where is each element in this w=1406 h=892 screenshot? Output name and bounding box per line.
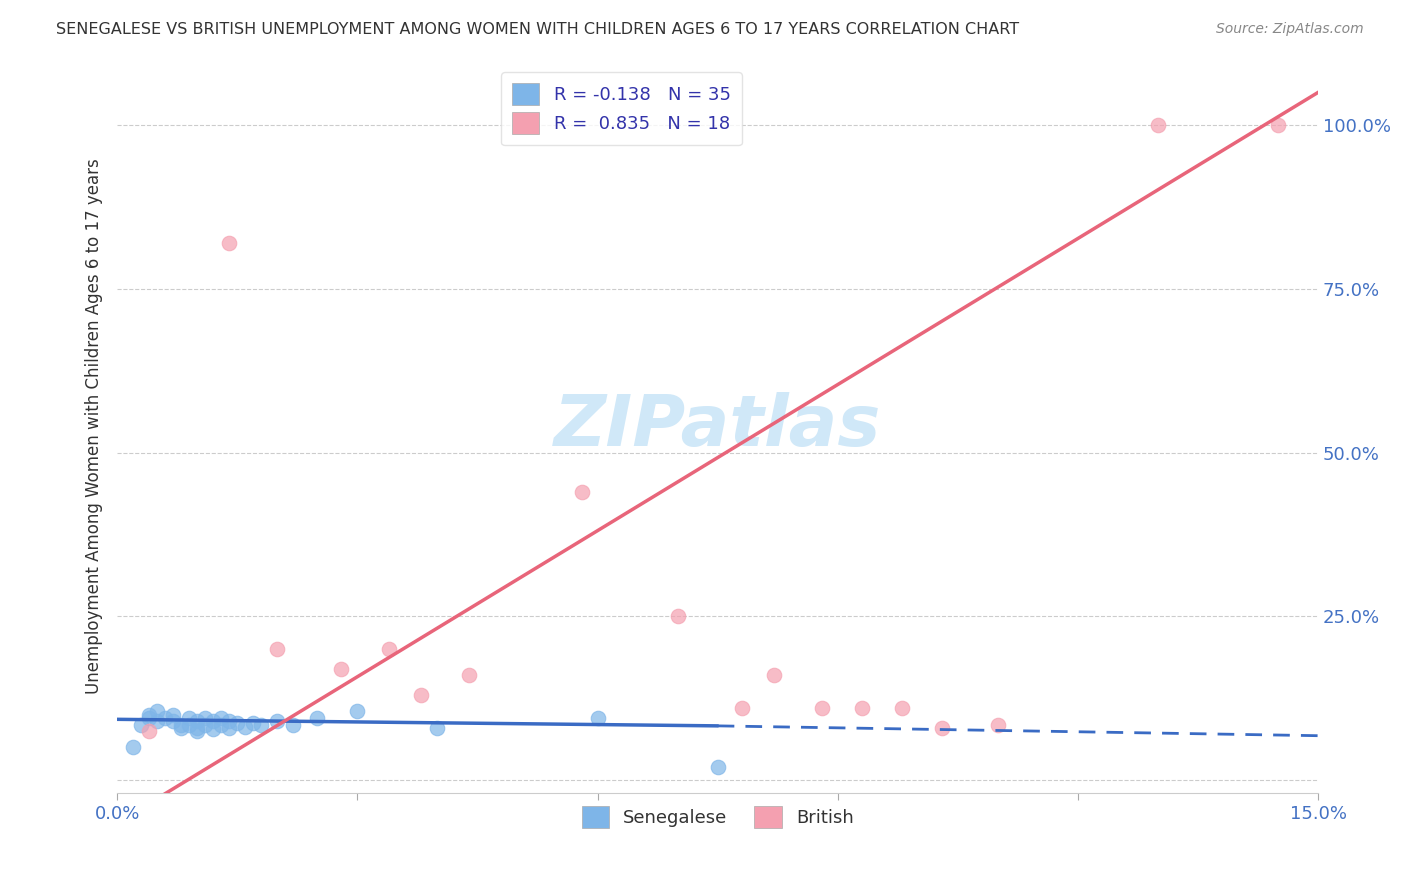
Point	[162, 707, 184, 722]
Point	[987, 717, 1010, 731]
Point	[706, 760, 728, 774]
Point	[218, 235, 240, 250]
Point	[170, 717, 193, 731]
Point	[242, 715, 264, 730]
Point	[179, 711, 201, 725]
Point	[194, 711, 217, 725]
Point	[218, 721, 240, 735]
Point	[186, 721, 208, 735]
Point	[890, 701, 912, 715]
Point	[666, 609, 689, 624]
Point	[209, 717, 232, 731]
Point	[226, 715, 249, 730]
Point	[426, 721, 449, 735]
Point	[209, 711, 232, 725]
Point	[138, 724, 160, 739]
Point	[931, 721, 953, 735]
Point	[218, 714, 240, 729]
Point	[122, 740, 145, 755]
Point	[283, 717, 305, 731]
Point	[162, 714, 184, 729]
Legend: Senegalese, British: Senegalese, British	[575, 799, 860, 836]
Point	[330, 662, 353, 676]
Point	[202, 722, 225, 736]
Point	[1267, 118, 1289, 132]
Point	[194, 717, 217, 731]
Y-axis label: Unemployment Among Women with Children Ages 6 to 17 years: Unemployment Among Women with Children A…	[86, 159, 103, 694]
Point	[170, 721, 193, 735]
Text: ZIPatlas: ZIPatlas	[554, 392, 882, 461]
Point	[346, 705, 368, 719]
Point	[378, 642, 401, 657]
Point	[155, 711, 177, 725]
Point	[307, 711, 329, 725]
Point	[458, 668, 481, 682]
Point	[266, 642, 288, 657]
Point	[571, 485, 593, 500]
Point	[179, 717, 201, 731]
Point	[411, 688, 433, 702]
Point	[138, 711, 160, 725]
Point	[586, 711, 609, 725]
Point	[266, 714, 288, 729]
Point	[146, 705, 169, 719]
Point	[202, 714, 225, 729]
Point	[250, 717, 273, 731]
Point	[186, 724, 208, 739]
Point	[129, 717, 152, 731]
Point	[851, 701, 873, 715]
Point	[186, 714, 208, 729]
Point	[1147, 118, 1170, 132]
Text: Source: ZipAtlas.com: Source: ZipAtlas.com	[1216, 22, 1364, 37]
Text: SENEGALESE VS BRITISH UNEMPLOYMENT AMONG WOMEN WITH CHILDREN AGES 6 TO 17 YEARS : SENEGALESE VS BRITISH UNEMPLOYMENT AMONG…	[56, 22, 1019, 37]
Point	[762, 668, 785, 682]
Point	[146, 714, 169, 729]
Point	[810, 701, 832, 715]
Point	[731, 701, 754, 715]
Point	[138, 707, 160, 722]
Point	[233, 719, 256, 733]
